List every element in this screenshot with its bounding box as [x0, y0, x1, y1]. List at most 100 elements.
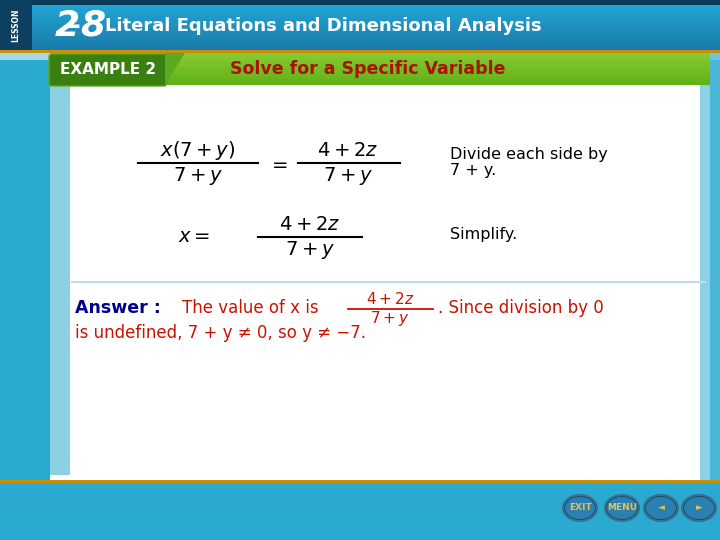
Bar [0, 8, 720, 9]
Bar [0, 0, 32, 50]
Text: $7+y$: $7+y$ [285, 239, 335, 261]
Bar [0, 0, 720, 5]
Text: 2: 2 [55, 9, 80, 43]
Bar [50, 65, 710, 66]
Bar [0, 24, 720, 25]
Text: 7 + y.: 7 + y. [450, 164, 496, 179]
Bar [50, 79, 710, 80]
Bar [0, 1, 720, 2]
Bar [50, 475, 695, 480]
Bar [0, 28, 720, 29]
Bar [50, 80, 710, 81]
Bar [0, 49, 720, 50]
Bar [50, 61, 710, 62]
Bar [0, 21, 720, 22]
Bar [0, 3, 720, 4]
Bar [0, 37, 720, 38]
Text: –: – [67, 12, 81, 40]
Bar [0, 30, 720, 31]
Text: ►: ► [696, 503, 703, 512]
Bar [50, 58, 710, 59]
Bar [50, 75, 710, 76]
Text: . Since division by 0: . Since division by 0 [438, 299, 604, 317]
Text: $4+2z$: $4+2z$ [279, 214, 341, 233]
Text: $7+y$: $7+y$ [370, 309, 410, 328]
Bar [50, 59, 710, 60]
Ellipse shape [605, 495, 639, 521]
Bar [0, 0, 720, 1]
Bar [50, 73, 710, 74]
Text: Simplify.: Simplify. [450, 227, 517, 242]
Bar [0, 4, 720, 5]
Bar [0, 480, 720, 483]
Ellipse shape [646, 497, 676, 519]
Bar [0, 15, 720, 16]
Text: Answer :: Answer : [75, 299, 161, 317]
Bar [0, 46, 720, 47]
Bar [0, 39, 720, 40]
Bar [50, 62, 710, 63]
Bar [50, 55, 710, 56]
Bar [0, 38, 720, 39]
Bar [50, 53, 710, 54]
Text: $7+y$: $7+y$ [173, 165, 223, 187]
Bar [50, 63, 710, 64]
Bar [0, 32, 720, 33]
Text: EXAMPLE 2: EXAMPLE 2 [60, 62, 156, 77]
Ellipse shape [684, 497, 714, 519]
Bar [50, 56, 710, 57]
Bar [0, 14, 720, 15]
Bar [0, 13, 720, 14]
Bar [50, 81, 710, 82]
FancyBboxPatch shape [49, 54, 167, 86]
Text: $x(7+y)$: $x(7+y)$ [161, 138, 235, 161]
Bar [50, 82, 710, 83]
Bar [0, 47, 720, 48]
Text: EXIT: EXIT [569, 503, 591, 512]
Bar [0, 44, 720, 45]
Bar [50, 54, 710, 55]
Bar [50, 64, 710, 65]
Text: The value of x is: The value of x is [182, 299, 319, 317]
Bar [50, 60, 710, 61]
Bar [0, 42, 720, 43]
Bar [0, 17, 720, 18]
Bar [50, 69, 710, 70]
Bar [0, 48, 720, 49]
Bar [0, 45, 720, 46]
Bar [0, 23, 720, 24]
Bar [0, 9, 720, 10]
Bar [700, 53, 720, 480]
Bar [0, 50, 720, 53]
Bar [0, 53, 720, 60]
Bar [0, 27, 720, 28]
Bar [50, 83, 710, 84]
Bar [50, 74, 710, 75]
Bar [0, 31, 720, 32]
Text: MENU: MENU [607, 503, 637, 512]
Bar [0, 10, 720, 11]
Bar [50, 66, 710, 67]
Text: $x=$: $x=$ [178, 227, 210, 246]
Text: $4+2z$: $4+2z$ [318, 140, 379, 159]
Bar [0, 20, 720, 21]
Text: $4+2z$: $4+2z$ [366, 291, 414, 307]
Bar [50, 77, 710, 78]
Bar [0, 41, 720, 42]
Bar [50, 78, 710, 79]
Text: $7+y$: $7+y$ [323, 165, 373, 187]
Bar [50, 67, 710, 68]
Ellipse shape [565, 497, 595, 519]
Bar [0, 2, 720, 3]
Text: LESSON: LESSON [12, 8, 20, 42]
Bar [50, 72, 710, 73]
Bar [50, 53, 70, 480]
Bar [0, 25, 720, 26]
Bar [50, 76, 710, 77]
Bar [0, 26, 720, 27]
Ellipse shape [607, 497, 637, 519]
Bar [0, 18, 720, 19]
Bar [0, 34, 720, 35]
Text: Solve for a Specific Variable: Solve for a Specific Variable [230, 60, 505, 78]
Bar [50, 68, 710, 69]
